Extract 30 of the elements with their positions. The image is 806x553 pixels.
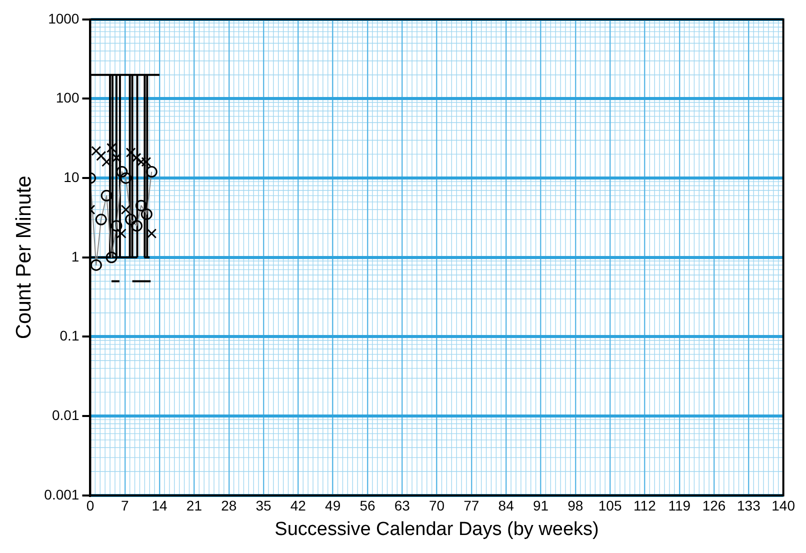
x-tick-label: 133 bbox=[736, 498, 761, 514]
x-tick-label: 63 bbox=[394, 498, 410, 514]
x-tick-label: 91 bbox=[532, 498, 549, 514]
x-tick-label: 119 bbox=[668, 498, 691, 514]
x-tick-label: 126 bbox=[702, 498, 726, 514]
y-tick-label: 0.001 bbox=[44, 486, 80, 502]
x-tick-label: 98 bbox=[568, 498, 584, 514]
x-tick-label: 21 bbox=[186, 498, 202, 514]
x-tick-label: 14 bbox=[152, 498, 168, 514]
x-axis-title: Successive Calendar Days (by weeks) bbox=[274, 518, 599, 540]
y-tick-label: 10 bbox=[64, 168, 80, 185]
x-tick-label: 35 bbox=[256, 498, 272, 514]
x-tick-label: 7 bbox=[120, 498, 129, 514]
x-tick-label: 70 bbox=[428, 498, 445, 514]
x-tick-label: 56 bbox=[360, 498, 376, 514]
y-axis-title: Count Per Minute bbox=[12, 176, 36, 340]
x-tick-label: 84 bbox=[498, 498, 514, 514]
y-tick-label: 1000 bbox=[48, 10, 80, 26]
y-tick-label: 1 bbox=[71, 248, 80, 264]
y-tick-label: 0.01 bbox=[52, 406, 80, 423]
x-tick-label: 140 bbox=[772, 498, 796, 514]
x-tick-label: 0 bbox=[86, 498, 94, 514]
x-tick-label: 105 bbox=[598, 498, 622, 514]
y-tick-label: 100 bbox=[56, 90, 80, 106]
x-tick-label: 49 bbox=[325, 498, 341, 514]
y-tick-label: 0.1 bbox=[60, 328, 80, 344]
x-tick-label: 112 bbox=[634, 498, 656, 514]
x-tick-label: 42 bbox=[290, 498, 306, 514]
x-tick-label: 77 bbox=[464, 498, 480, 514]
x-tick-label: 28 bbox=[221, 498, 237, 514]
